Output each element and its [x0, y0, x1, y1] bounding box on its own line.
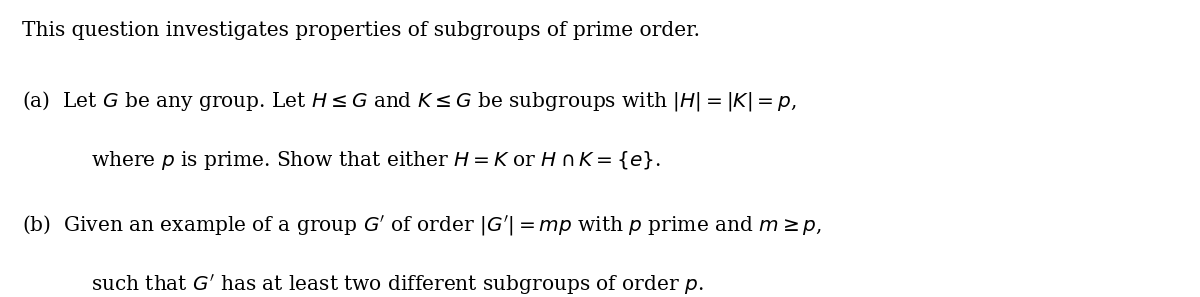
Text: (b)  Given an example of a group $G'$ of order $|G'| = mp$ with $p$ prime and $m: (b) Given an example of a group $G'$ of …	[22, 214, 822, 238]
Text: (a)  Let $G$ be any group. Let $H \leq G$ and $K \leq G$ be subgroups with $|H| : (a) Let $G$ be any group. Let $H \leq G$…	[22, 89, 797, 113]
Text: where $p$ is prime. Show that either $H = K$ or $H \cap K = \{e\}$.: where $p$ is prime. Show that either $H …	[91, 148, 661, 171]
Text: This question investigates properties of subgroups of prime order.: This question investigates properties of…	[22, 21, 700, 40]
Text: such that $G'$ has at least two different subgroups of order $p$.: such that $G'$ has at least two differen…	[91, 273, 703, 297]
